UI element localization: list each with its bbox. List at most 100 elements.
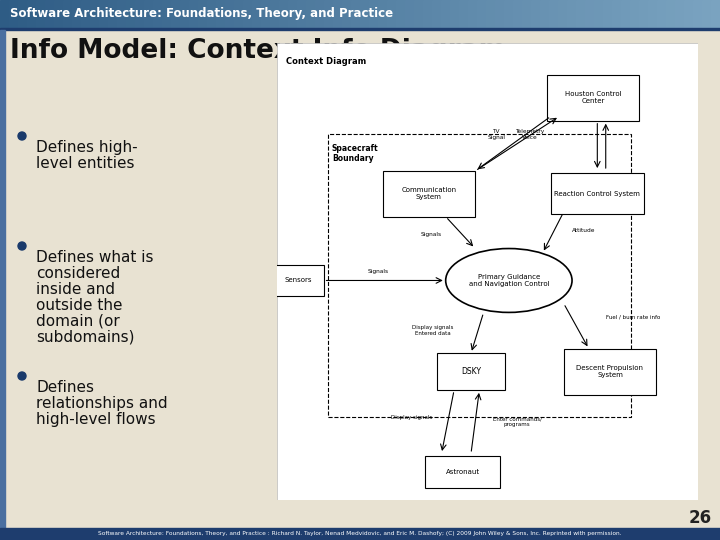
Bar bbox=[567, 0, 577, 28]
Bar bbox=[414, 0, 424, 28]
Bar bbox=[189, 0, 199, 28]
Bar bbox=[369, 0, 379, 28]
Bar bbox=[351, 0, 361, 28]
Bar bbox=[693, 0, 703, 28]
Bar bbox=[657, 0, 667, 28]
Text: Software Architecture: Foundations, Theory, and Practice : Richard N. Taylor, Ne: Software Architecture: Foundations, Theo… bbox=[98, 531, 622, 537]
Bar bbox=[216, 0, 226, 28]
Bar bbox=[306, 0, 316, 28]
Text: Primary Guidance
and Navigation Control: Primary Guidance and Navigation Control bbox=[469, 274, 549, 287]
Circle shape bbox=[18, 132, 26, 140]
Bar bbox=[360, 0, 370, 28]
Bar bbox=[531, 0, 541, 28]
Text: Info Model: Context Info Diagram: Info Model: Context Info Diagram bbox=[10, 38, 506, 64]
FancyBboxPatch shape bbox=[273, 265, 323, 296]
Bar bbox=[423, 0, 433, 28]
Bar bbox=[270, 0, 280, 28]
Bar bbox=[585, 0, 595, 28]
Bar bbox=[675, 0, 685, 28]
Bar bbox=[198, 0, 208, 28]
Bar bbox=[279, 0, 289, 28]
Bar bbox=[513, 0, 523, 28]
Bar bbox=[297, 0, 307, 28]
Circle shape bbox=[18, 242, 26, 250]
Text: Attitude: Attitude bbox=[572, 228, 595, 233]
Text: relationships and: relationships and bbox=[36, 396, 168, 411]
Text: Reaction Control System: Reaction Control System bbox=[554, 191, 640, 197]
Bar bbox=[144, 0, 154, 28]
Text: Context Diagram: Context Diagram bbox=[286, 57, 366, 66]
Text: domain (or: domain (or bbox=[36, 314, 120, 329]
Bar bbox=[495, 0, 505, 28]
Text: Astronaut: Astronaut bbox=[446, 469, 480, 475]
Bar bbox=[468, 0, 478, 28]
Bar bbox=[261, 0, 271, 28]
Bar bbox=[72, 0, 82, 28]
Text: Spacecraft
Boundary: Spacecraft Boundary bbox=[332, 144, 379, 163]
Text: Fuel / burn rate info: Fuel / burn rate info bbox=[606, 314, 660, 320]
Text: high-level flows: high-level flows bbox=[36, 412, 156, 427]
Bar bbox=[117, 0, 127, 28]
Ellipse shape bbox=[446, 248, 572, 313]
Bar bbox=[54, 0, 64, 28]
Bar bbox=[684, 0, 694, 28]
Bar bbox=[27, 0, 37, 28]
Bar bbox=[342, 0, 352, 28]
Text: level entities: level entities bbox=[36, 156, 135, 171]
Bar bbox=[405, 0, 415, 28]
Text: TV
Signal: TV Signal bbox=[487, 129, 505, 140]
Bar bbox=[432, 0, 442, 28]
Bar bbox=[504, 0, 514, 28]
FancyBboxPatch shape bbox=[564, 349, 657, 395]
Bar bbox=[612, 0, 622, 28]
Bar bbox=[171, 0, 181, 28]
Text: Signals: Signals bbox=[420, 232, 441, 238]
Bar bbox=[639, 0, 649, 28]
Text: inside and: inside and bbox=[36, 282, 115, 297]
Bar bbox=[126, 0, 136, 28]
Text: Defines high-: Defines high- bbox=[36, 140, 138, 155]
FancyBboxPatch shape bbox=[546, 75, 639, 121]
Bar bbox=[18, 0, 28, 28]
Bar bbox=[540, 0, 550, 28]
Text: Telemetry
Voice: Telemetry Voice bbox=[516, 129, 544, 140]
Bar bbox=[603, 0, 613, 28]
Bar bbox=[180, 0, 190, 28]
Bar bbox=[90, 0, 100, 28]
Bar bbox=[324, 0, 334, 28]
Bar bbox=[81, 0, 91, 28]
FancyBboxPatch shape bbox=[551, 173, 644, 214]
Bar bbox=[594, 0, 604, 28]
Bar bbox=[0, 30, 5, 540]
Bar bbox=[135, 0, 145, 28]
Text: outside the: outside the bbox=[36, 298, 122, 313]
Text: Display signals
Entered data: Display signals Entered data bbox=[413, 325, 454, 336]
Bar bbox=[630, 0, 640, 28]
Text: DSKY: DSKY bbox=[461, 367, 481, 376]
Bar bbox=[486, 0, 496, 28]
Text: Enter commands/
programs: Enter commands/ programs bbox=[492, 416, 541, 427]
Text: Communication
System: Communication System bbox=[401, 187, 456, 200]
Bar bbox=[153, 0, 163, 28]
Text: Software Architecture: Foundations, Theory, and Practice: Software Architecture: Foundations, Theo… bbox=[10, 8, 393, 21]
Text: Houston Control
Center: Houston Control Center bbox=[564, 91, 621, 104]
Bar bbox=[0, 0, 10, 28]
Bar bbox=[441, 0, 451, 28]
Bar bbox=[666, 0, 676, 28]
Bar bbox=[108, 0, 118, 28]
Bar bbox=[63, 0, 73, 28]
Text: Signals: Signals bbox=[368, 269, 389, 274]
Bar bbox=[459, 0, 469, 28]
Bar bbox=[0, 528, 720, 540]
Text: Defines: Defines bbox=[36, 380, 94, 395]
Bar bbox=[378, 0, 388, 28]
Text: 26: 26 bbox=[688, 509, 711, 527]
Bar bbox=[702, 0, 712, 28]
Bar bbox=[315, 0, 325, 28]
Bar bbox=[576, 0, 586, 28]
FancyBboxPatch shape bbox=[437, 354, 505, 390]
Bar bbox=[328, 134, 631, 417]
Text: considered: considered bbox=[36, 266, 120, 281]
Bar bbox=[387, 0, 397, 28]
Bar bbox=[522, 0, 532, 28]
